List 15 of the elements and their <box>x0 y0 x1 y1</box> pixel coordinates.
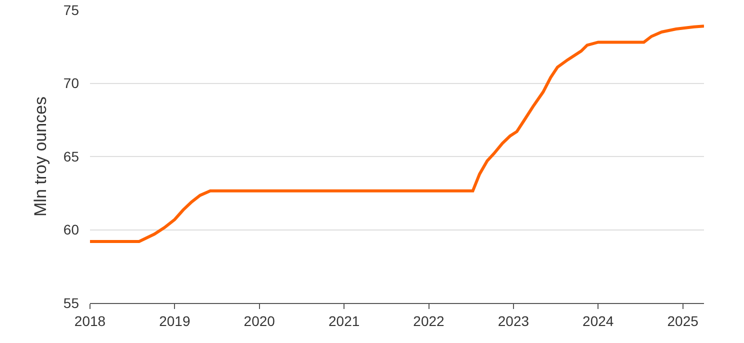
x-tick-label: 2020 <box>244 312 276 329</box>
x-tick-label: 2019 <box>159 312 190 329</box>
y-tick-label: 55 <box>63 294 80 311</box>
y-tick-label: 65 <box>63 148 80 164</box>
x-tick-label: 2024 <box>582 312 614 329</box>
y-tick-label: 75 <box>63 2 80 18</box>
x-tick-label: 2023 <box>498 312 530 329</box>
line-series <box>90 24 704 243</box>
x-tick-label: 2025 <box>667 312 699 329</box>
y-axis-title: Mln troy ounces <box>30 96 50 216</box>
x-tick-label: 2018 <box>74 312 106 329</box>
x-tick-label: 2022 <box>413 312 445 329</box>
x-tick-label: 2021 <box>328 312 360 329</box>
y-tick-label: 70 <box>63 75 80 92</box>
y-tick-label: 60 <box>63 222 80 238</box>
